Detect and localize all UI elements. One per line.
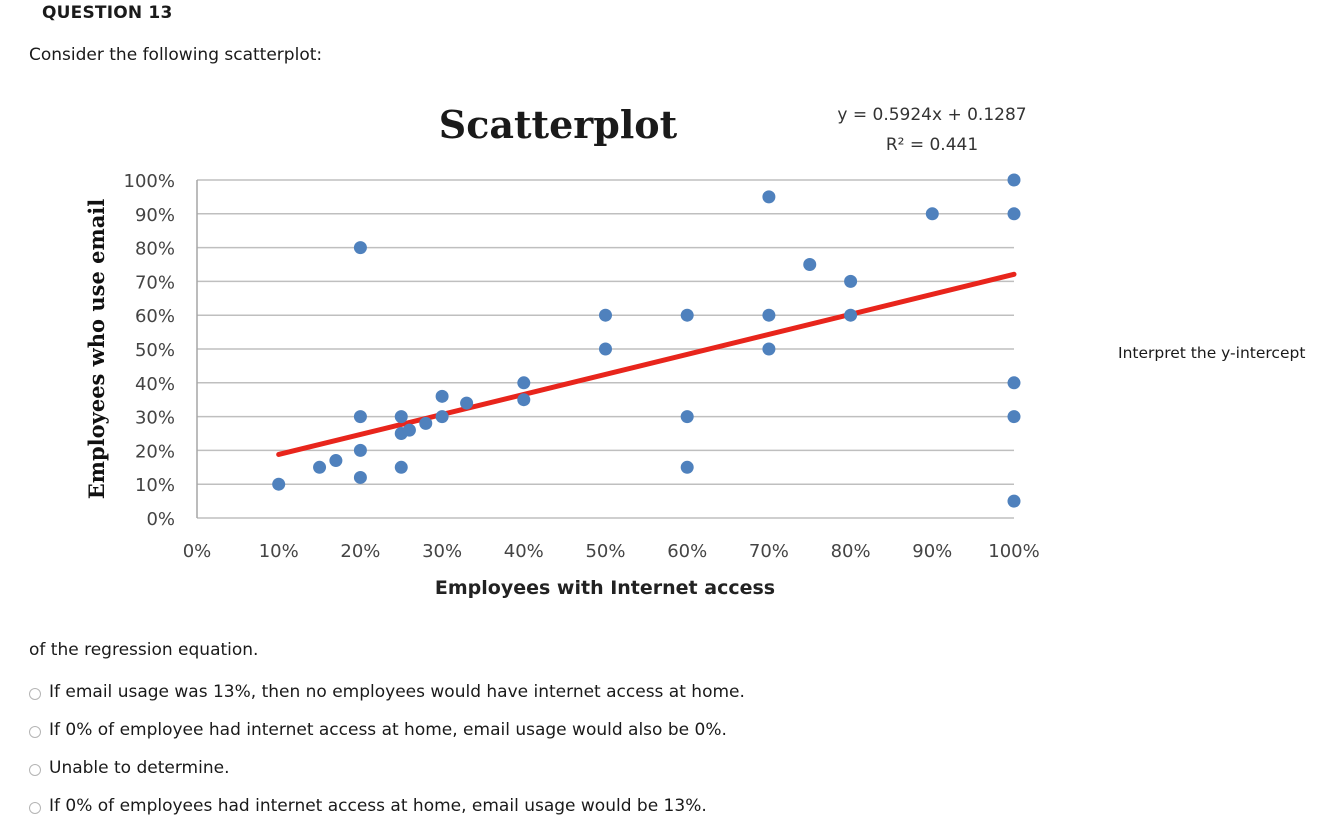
y-tick-label: 90%	[135, 205, 175, 226]
x-tick-label: 60%	[667, 541, 707, 562]
answer-option-label: If email usage was 13%, then no employee…	[49, 682, 745, 702]
scatterplot-chart: 0% 10% 20% 30% 40% 50% 60% 70% 80% 90% 100% 0% 10% 2…	[0, 80, 1339, 610]
chart-title: Scatterplot	[439, 102, 678, 147]
y-tick-label: 10%	[135, 475, 175, 496]
answer-option-3[interactable]: Unable to determine.	[29, 749, 745, 787]
x-tick-label: 50%	[585, 541, 625, 562]
data-point	[1007, 494, 1021, 508]
data-point	[517, 376, 531, 390]
data-point	[680, 410, 694, 424]
data-point	[1007, 376, 1021, 390]
y-tick-label: 40%	[135, 374, 175, 395]
data-point	[680, 460, 694, 474]
data-point	[394, 460, 408, 474]
data-point	[517, 393, 531, 407]
data-point	[435, 389, 449, 403]
data-point	[762, 342, 776, 356]
y-axis-label: Employees who use email	[84, 199, 109, 500]
x-tick-label: 40%	[504, 541, 544, 562]
y-tick-label: 70%	[135, 272, 175, 293]
data-point	[599, 308, 612, 322]
radio-button[interactable]	[29, 802, 41, 814]
data-point	[844, 274, 858, 288]
regression-equation: y = 0.5924x + 0.1287	[837, 105, 1026, 125]
data-point	[599, 342, 612, 356]
data-point	[402, 423, 416, 437]
y-tick-label: 60%	[135, 306, 175, 327]
data-point	[435, 410, 449, 424]
x-axis-label: Employees with Internet access	[435, 577, 775, 599]
x-tick-label: 10%	[259, 541, 299, 562]
answer-option-label: If 0% of employees had internet access a…	[49, 796, 707, 816]
answer-option-1[interactable]: If email usage was 13%, then no employee…	[29, 673, 745, 711]
data-point	[762, 308, 776, 322]
y-axis-tick-labels: 0% 10% 20% 30% 40% 50% 60% 70% 80% 90% 100%	[124, 171, 175, 530]
regression-trendline	[276, 271, 1017, 457]
y-tick-label: 20%	[135, 441, 175, 462]
data-point	[353, 443, 367, 457]
x-tick-label: 20%	[340, 541, 380, 562]
data-point	[1007, 410, 1021, 424]
data-point	[394, 410, 408, 424]
x-tick-label: 90%	[912, 541, 952, 562]
data-point	[925, 207, 939, 221]
question-prompt: Consider the following scatterplot:	[29, 45, 323, 65]
radio-button[interactable]	[29, 764, 41, 776]
question-side-text: Interpret the y-intercept	[1118, 344, 1306, 362]
radio-button[interactable]	[29, 688, 41, 700]
x-tick-label: 80%	[831, 541, 871, 562]
radio-button[interactable]	[29, 726, 41, 738]
data-point	[272, 477, 286, 491]
y-tick-label: 80%	[135, 239, 175, 260]
data-points	[272, 173, 1021, 508]
y-tick-label: 100%	[124, 171, 175, 192]
x-tick-label: 100%	[988, 541, 1039, 562]
y-tick-label: 0%	[146, 509, 175, 530]
data-point	[353, 470, 367, 484]
data-point	[353, 241, 367, 255]
data-point	[1007, 207, 1021, 221]
question-number: QUESTION 13	[42, 3, 173, 23]
data-point	[803, 258, 817, 271]
data-point	[680, 308, 694, 322]
x-tick-label: 70%	[749, 541, 789, 562]
data-point	[353, 410, 367, 424]
y-tick-label: 50%	[135, 340, 175, 361]
answer-options: If email usage was 13%, then no employee…	[29, 673, 745, 825]
x-axis-tick-labels: 0% 10% 20% 30% 40% 50% 60% 70% 80% 90% 100%	[183, 541, 1040, 562]
answer-option-label: Unable to determine.	[49, 758, 230, 778]
question-continuation: of the regression equation.	[29, 640, 259, 660]
data-point	[1007, 173, 1021, 187]
data-point	[460, 396, 474, 410]
answer-option-4[interactable]: If 0% of employees had internet access a…	[29, 787, 745, 825]
answer-option-label: If 0% of employee had internet access at…	[49, 720, 727, 740]
data-point	[762, 190, 776, 204]
y-tick-label: 30%	[135, 408, 175, 429]
data-point	[844, 308, 858, 322]
answer-option-2[interactable]: If 0% of employee had internet access at…	[29, 711, 745, 749]
data-point	[329, 454, 343, 468]
r-squared-label: R² = 0.441	[886, 135, 978, 155]
x-tick-label: 0%	[183, 541, 212, 562]
data-point	[313, 460, 327, 474]
x-tick-label: 30%	[422, 541, 462, 562]
data-point	[419, 416, 433, 430]
